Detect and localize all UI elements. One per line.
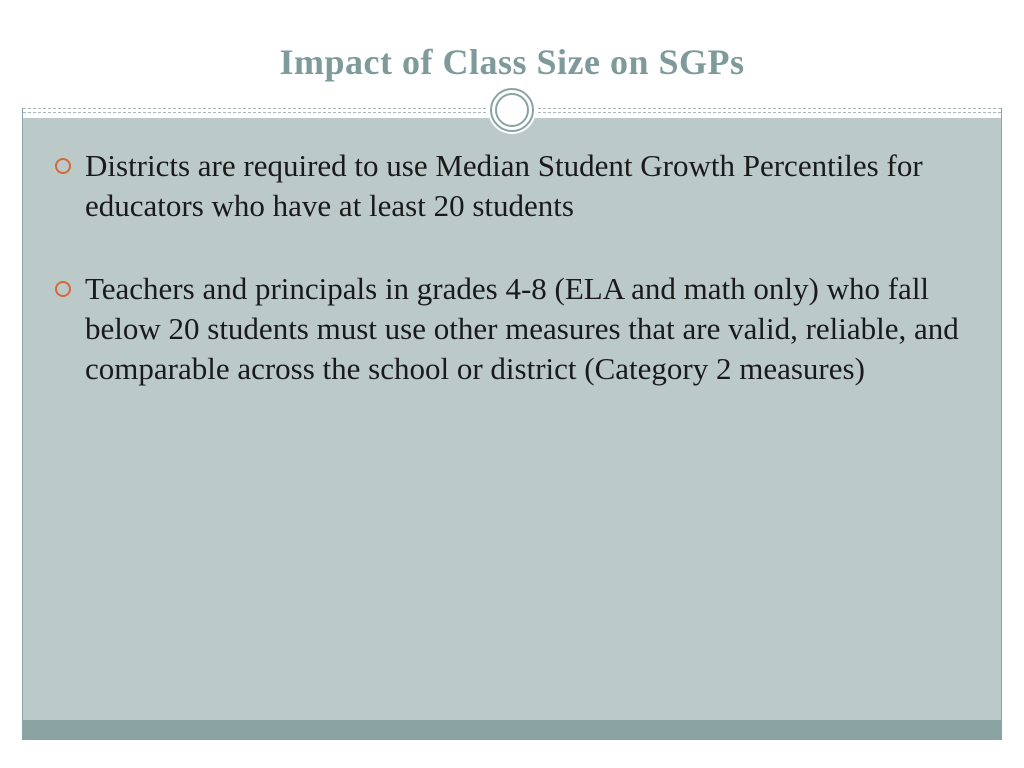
ornament-ring [495,93,529,127]
bullet-list: Districts are required to use Median Stu… [53,146,971,388]
body-area: Districts are required to use Median Stu… [23,118,1001,720]
circle-ornament-icon [488,86,536,134]
footer-accent-bar [23,720,1001,739]
bullet-item: Districts are required to use Median Stu… [53,146,971,225]
content-region: Districts are required to use Median Stu… [23,118,1001,442]
slide-title: Impact of Class Size on SGPs [279,41,744,83]
bullet-item: Teachers and principals in grades 4-8 (E… [53,269,971,388]
bullet-text: Teachers and principals in grades 4-8 (E… [85,271,959,385]
slide: Districts are required to use Median Stu… [0,0,1024,768]
bullet-text: Districts are required to use Median Stu… [85,148,923,223]
